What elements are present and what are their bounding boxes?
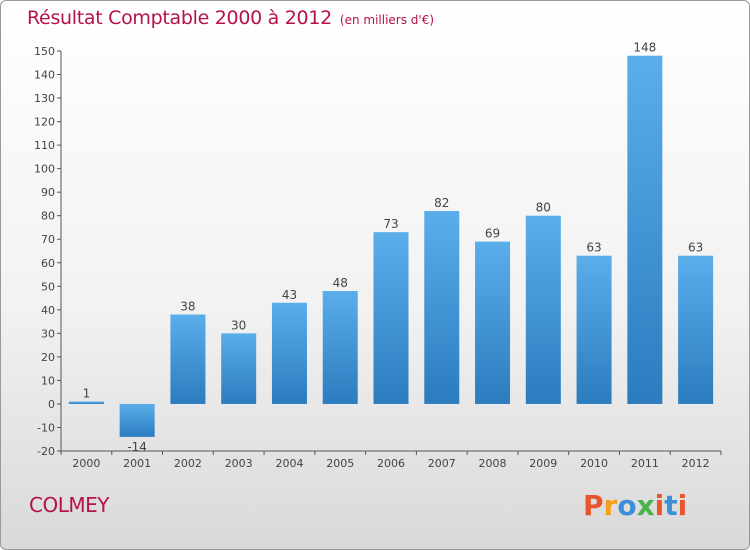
y-tick-label: 90	[41, 186, 55, 199]
bar	[678, 255, 714, 404]
x-tick-label: 2009	[529, 457, 557, 470]
x-tick-label: 2002	[174, 457, 202, 470]
chart-subtitle: (en milliers d'€)	[339, 13, 435, 27]
data-label: 43	[282, 288, 297, 302]
chart-title: Résultat Comptable 2000 à 2012	[27, 7, 332, 29]
bar	[119, 403, 155, 437]
x-tick-label: 2012	[682, 457, 710, 470]
y-tick-label: 50	[41, 280, 55, 293]
logo-letter: r	[603, 489, 618, 522]
data-label: 80	[536, 201, 551, 215]
labels-group: 1 -14 38 30 43 48 73 82 69 80 63 148 63	[83, 41, 704, 454]
x-tick-label: 2004	[275, 457, 303, 470]
y-tick-label: 120	[34, 116, 55, 129]
data-label: 69	[485, 227, 500, 241]
y-tick-label: 130	[34, 92, 55, 105]
y-tick-label: 0	[48, 398, 55, 411]
x-tick-label: 2011	[631, 457, 659, 470]
x-tick-label: 2008	[479, 457, 507, 470]
y-tick-label: 100	[34, 163, 55, 176]
logo-letter: i	[677, 489, 688, 522]
logo-letter: P	[583, 489, 604, 522]
y-tick-label: 150	[34, 45, 55, 58]
x-tick-label: 2005	[326, 457, 354, 470]
data-label: 73	[383, 217, 398, 231]
data-label: 1	[83, 387, 91, 401]
x-tick-label: 2003	[225, 457, 253, 470]
x-tick-label: 2010	[580, 457, 608, 470]
logo-letter: o	[617, 489, 637, 522]
x-tick-label: 2001	[123, 457, 151, 470]
logo-letter: x	[636, 489, 655, 522]
commune-name: COLMEY	[29, 493, 109, 517]
bar	[221, 333, 257, 404]
proxiti-logo[interactable]: Proxiti	[583, 489, 687, 522]
y-tick-label: 140	[34, 69, 55, 82]
y-tick-label: 60	[41, 257, 55, 270]
bar	[424, 211, 460, 404]
x-tick-label: 2006	[377, 457, 405, 470]
y-tick-label: 10	[41, 374, 55, 387]
y-tick-label: 20	[41, 351, 55, 364]
y-tick-label: 110	[34, 139, 55, 152]
bar	[68, 401, 104, 404]
y-tick-label: -20	[37, 445, 55, 458]
bar	[322, 291, 358, 404]
bars-group	[68, 55, 714, 437]
bar	[627, 55, 663, 404]
data-label: 148	[633, 41, 656, 55]
axes: -20-100102030405060708090100110120130140…	[34, 45, 722, 470]
y-tick-label: 80	[41, 210, 55, 223]
data-label: 38	[180, 300, 195, 314]
y-tick-label: 40	[41, 304, 55, 317]
bar	[576, 255, 612, 404]
logo-letter: i	[654, 489, 665, 522]
bar	[170, 314, 206, 404]
logo-letter: t	[664, 489, 678, 522]
bar	[525, 215, 561, 404]
data-label: 82	[434, 196, 449, 210]
data-label: 63	[688, 241, 703, 255]
y-tick-label: 70	[41, 233, 55, 246]
bar	[373, 232, 409, 404]
title-row: Résultat Comptable 2000 à 2012 (en millie…	[27, 7, 434, 29]
bar	[475, 241, 511, 404]
data-label: -14	[127, 440, 147, 454]
y-tick-label: -10	[37, 421, 55, 434]
x-tick-label: 2007	[428, 457, 456, 470]
data-label: 63	[586, 241, 601, 255]
data-label: 48	[333, 276, 348, 290]
x-tick-label: 2000	[72, 457, 100, 470]
bar	[271, 302, 307, 404]
data-label: 30	[231, 318, 246, 332]
y-tick-label: 30	[41, 327, 55, 340]
